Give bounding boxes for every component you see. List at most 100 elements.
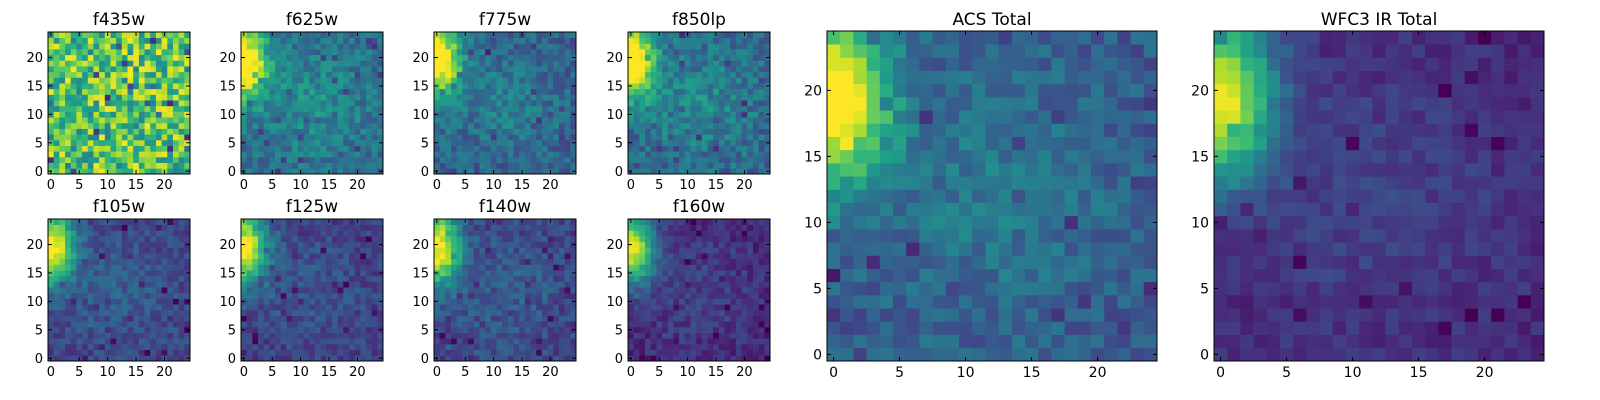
- heatmap-cell: [530, 315, 537, 322]
- heatmap-cell: [343, 304, 350, 311]
- heatmap-cell: [451, 321, 458, 328]
- heatmap-cell: [133, 77, 140, 84]
- heatmap-cell: [53, 128, 60, 135]
- heatmap-cell: [133, 139, 140, 146]
- heatmap-cell: [553, 100, 560, 107]
- heatmap-cell: [633, 343, 640, 350]
- heatmap-cell: [519, 236, 526, 243]
- heatmap-cell: [553, 83, 560, 90]
- heatmap-cell: [258, 83, 265, 90]
- heatmap-cell: [184, 349, 191, 356]
- heatmap-cell: [519, 258, 526, 265]
- heatmap-cell: [735, 168, 742, 175]
- heatmap-cell: [684, 54, 691, 61]
- heatmap-cell: [59, 230, 66, 237]
- heatmap-cell: [564, 338, 571, 345]
- heatmap-cell: [110, 77, 117, 84]
- heatmap-cell: [184, 287, 191, 294]
- heatmap-cell: [707, 54, 714, 61]
- heatmap-cell: [343, 66, 350, 73]
- heatmap-cell: [451, 66, 458, 73]
- heatmap-cell: [331, 49, 338, 56]
- heatmap-cell: [490, 241, 497, 248]
- heatmap-cell: [138, 49, 145, 56]
- heatmap-cell: [252, 315, 259, 322]
- heatmap-cell: [138, 247, 145, 254]
- heatmap-cell: [59, 315, 66, 322]
- heatmap-cell: [456, 304, 463, 311]
- heatmap-cell: [564, 83, 571, 90]
- heatmap-cell: [564, 264, 571, 271]
- heatmap-cell: [99, 60, 106, 67]
- heatmap-cell: [752, 168, 759, 175]
- heatmap-cell: [331, 332, 338, 339]
- heatmap-cell: [513, 338, 520, 345]
- heatmap-cell: [155, 247, 162, 254]
- heatmap-cells-f140w: [434, 219, 577, 362]
- heatmap-cell: [564, 219, 571, 226]
- heatmap-cell: [650, 287, 657, 294]
- heatmap-cell: [735, 315, 742, 322]
- heatmap-cell: [747, 145, 754, 152]
- heatmap-cell: [462, 49, 469, 56]
- heatmap-cell: [82, 298, 89, 305]
- heatmap-cell: [104, 100, 111, 107]
- heatmap-cell: [662, 32, 669, 39]
- heatmap-cell: [741, 332, 748, 339]
- heatmap-cell: [513, 287, 520, 294]
- heatmap-cell: [673, 100, 680, 107]
- heatmap-cell: [326, 241, 333, 248]
- heatmap-cell: [735, 332, 742, 339]
- heatmap-cell: [360, 315, 367, 322]
- heatmap-cell: [360, 224, 367, 231]
- heatmap-cell: [53, 315, 60, 322]
- heatmap-cell: [348, 292, 355, 299]
- heatmap-cell: [326, 49, 333, 56]
- heatmap-cell: [133, 326, 140, 333]
- heatmap-cell: [570, 94, 577, 101]
- heatmap-cell: [275, 49, 282, 56]
- heatmap-cell: [99, 270, 106, 277]
- heatmap-cell: [473, 332, 480, 339]
- heatmap-cell: [53, 224, 60, 231]
- heatmap-cell: [309, 134, 316, 141]
- heatmap-cell: [252, 54, 259, 61]
- heatmap-cell: [662, 128, 669, 135]
- heatmap-cell: [178, 338, 185, 345]
- heatmap-cell: [735, 32, 742, 39]
- heatmap-cell: [121, 139, 128, 146]
- heatmap-cell: [331, 32, 338, 39]
- heatmap-cell: [434, 71, 441, 78]
- heatmap-cell: [59, 309, 66, 316]
- heatmap-cell: [735, 105, 742, 112]
- heatmap-cell: [314, 134, 321, 141]
- heatmap-cell: [456, 309, 463, 316]
- heatmap-cell: [99, 349, 106, 356]
- heatmap-cell: [258, 60, 265, 67]
- heatmap-cell: [155, 32, 162, 39]
- heatmap-cell: [76, 111, 83, 118]
- heatmap-cell: [696, 66, 703, 73]
- heatmap-cell: [155, 43, 162, 50]
- heatmap-cell: [263, 326, 270, 333]
- heatmap-cell: [280, 304, 287, 311]
- y-tick-label: 10: [412, 295, 429, 310]
- heatmap-cell: [707, 156, 714, 163]
- heatmap-cell: [650, 338, 657, 345]
- heatmap-cell: [547, 270, 554, 277]
- heatmap-cell: [530, 264, 537, 271]
- heatmap-cell: [439, 298, 446, 305]
- heatmap-cell: [645, 60, 652, 67]
- heatmap-cell: [445, 111, 452, 118]
- heatmap-cell: [445, 128, 452, 135]
- heatmap-cell: [547, 88, 554, 95]
- heatmap-cell: [377, 332, 384, 339]
- heatmap-cell: [172, 151, 179, 158]
- heatmap-cell: [178, 264, 185, 271]
- heatmap-cell: [110, 355, 117, 362]
- heatmap-cell: [570, 43, 577, 50]
- heatmap-cell: [133, 122, 140, 129]
- heatmap-cell: [303, 139, 310, 146]
- heatmap-cell: [456, 343, 463, 350]
- heatmap-cell: [133, 105, 140, 112]
